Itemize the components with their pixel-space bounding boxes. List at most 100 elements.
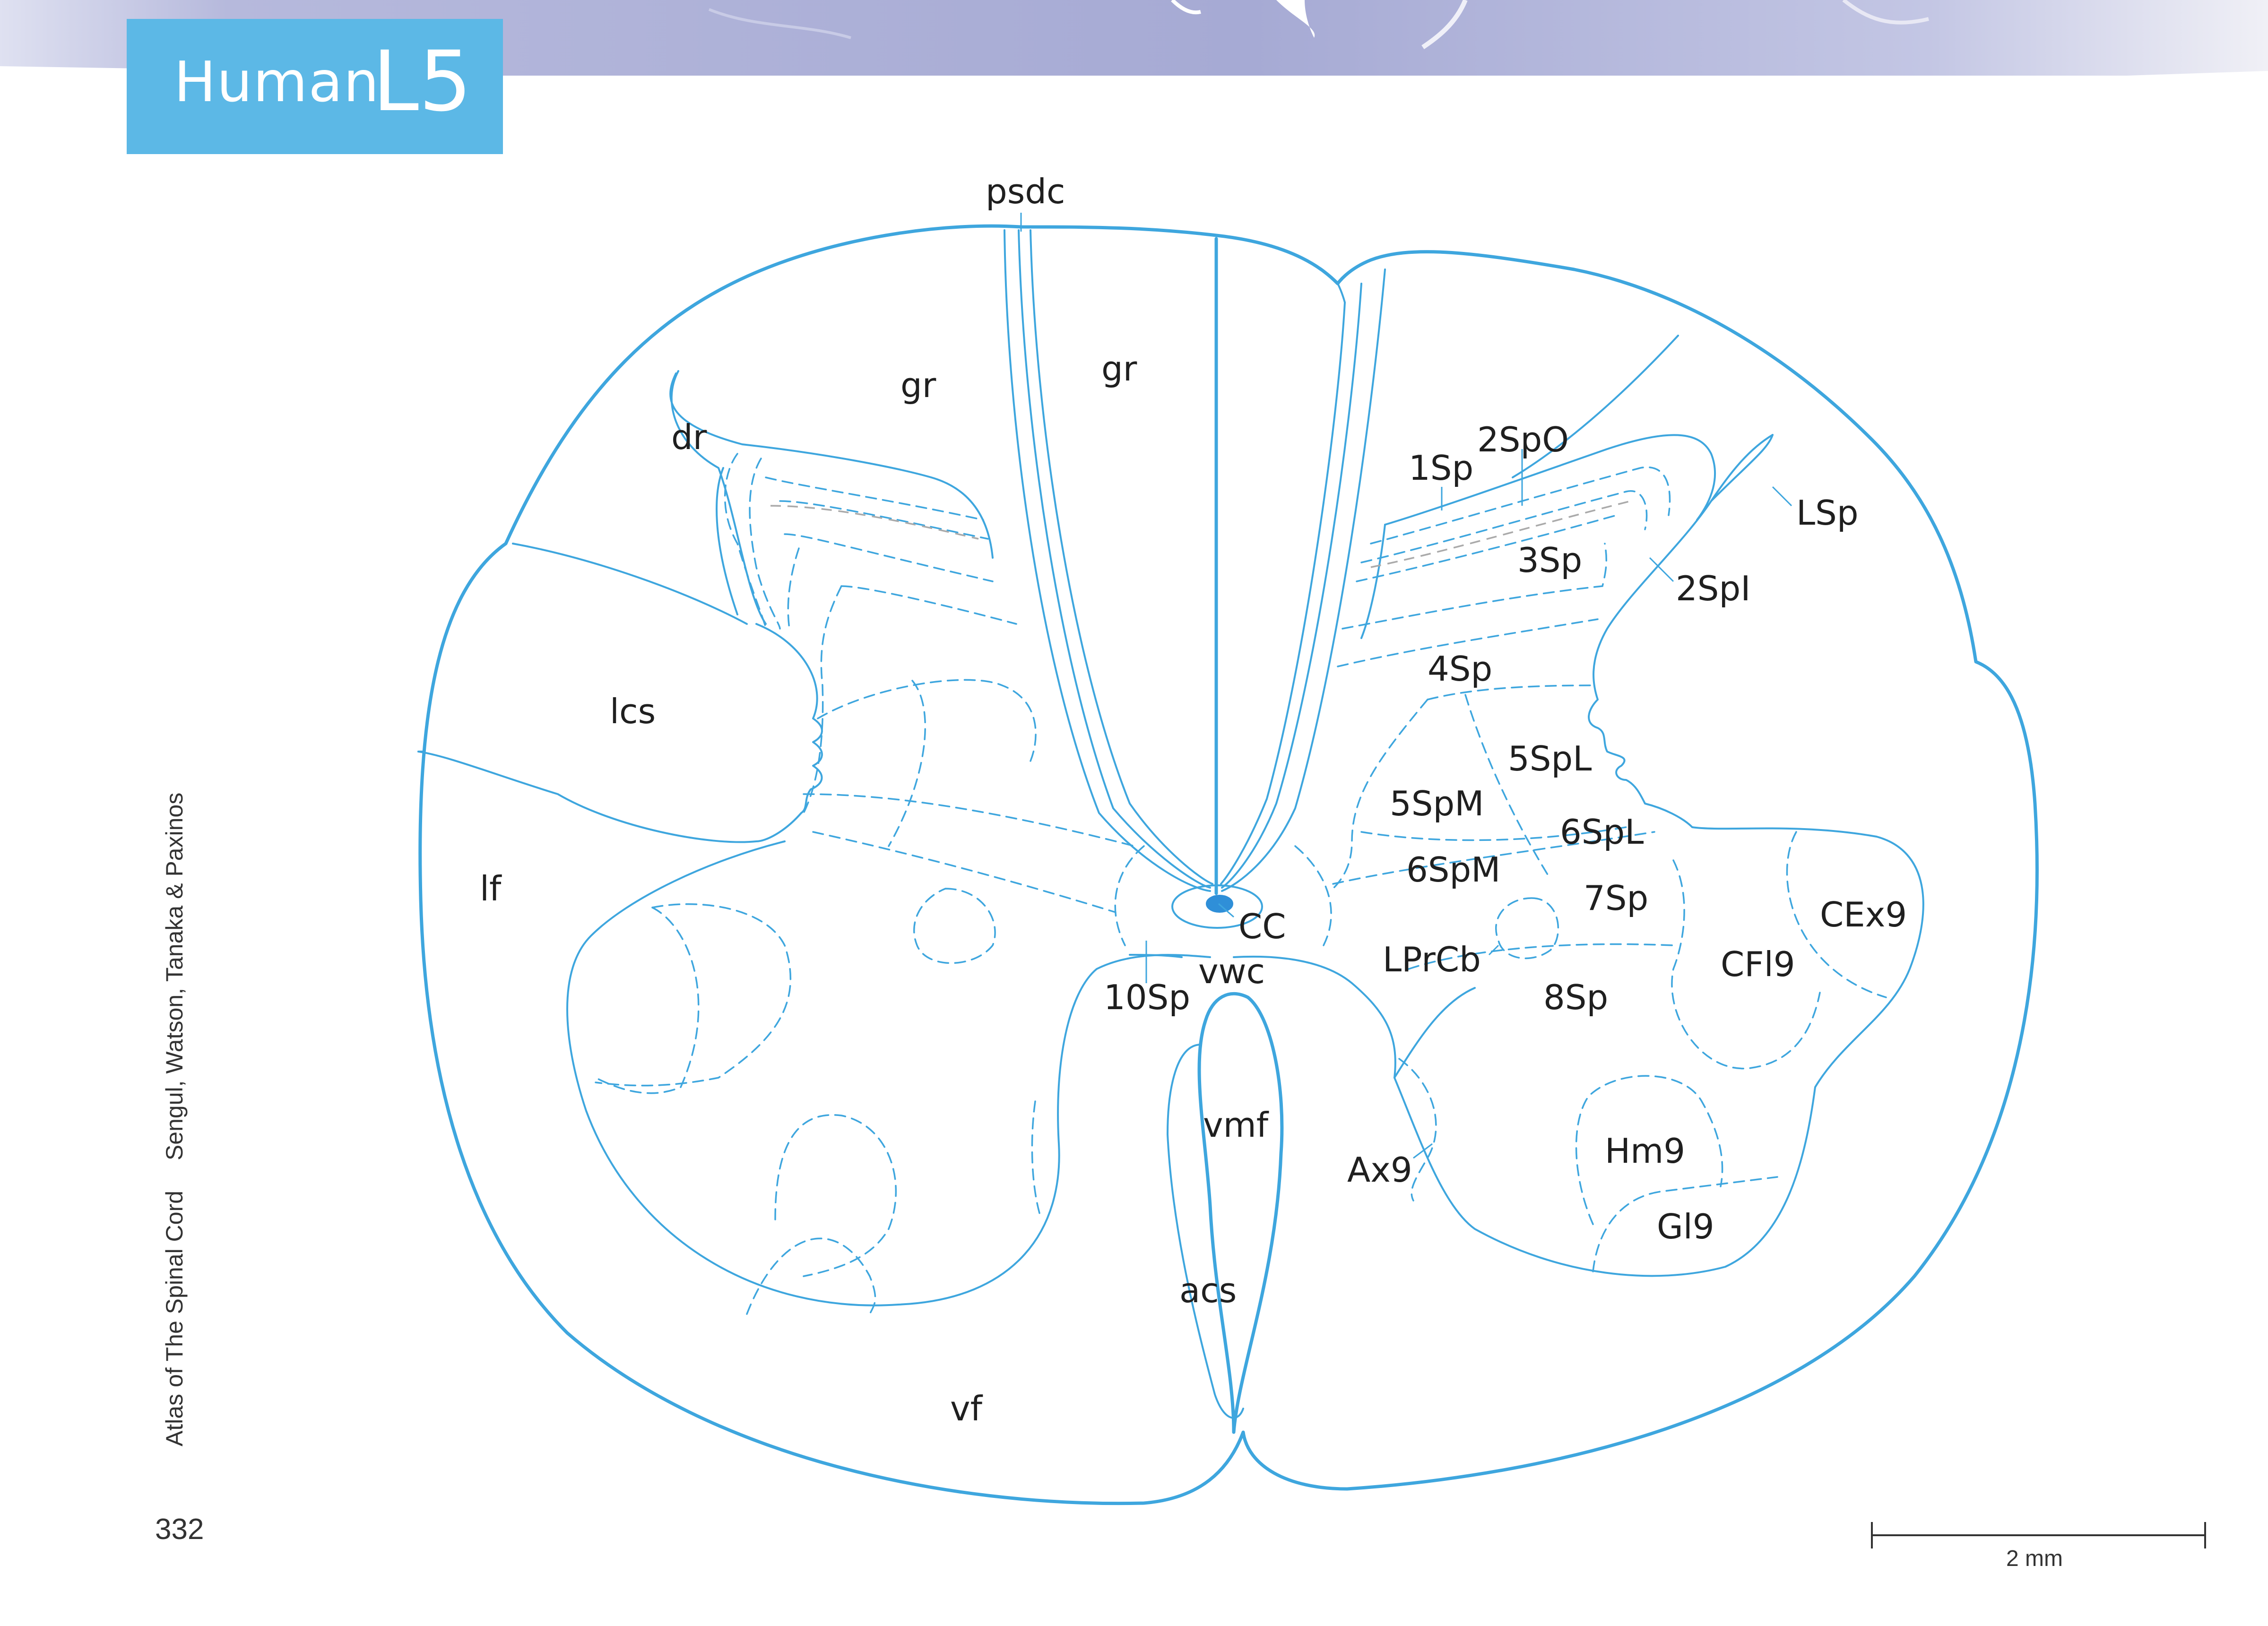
label-vwc: vwc — [1198, 951, 1265, 991]
lamina-dashed — [784, 533, 994, 582]
label-6spl: 6SpL — [1560, 812, 1644, 852]
gr-line — [1004, 229, 1211, 892]
leader-cc — [1218, 903, 1234, 918]
label-cc: CC — [1238, 907, 1286, 946]
lamina-dashed — [1360, 826, 1627, 841]
label-acs: acs — [1179, 1271, 1237, 1310]
leader-ax9 — [1413, 1143, 1433, 1159]
tissue-section-strip — [0, 0, 2268, 76]
label-gl9: Gl9 — [1657, 1207, 1714, 1246]
dc-line — [1220, 302, 1346, 885]
lamina-dashed — [840, 585, 1017, 625]
leader-lprcb — [1488, 944, 1499, 956]
lamina-dashed — [1114, 845, 1145, 946]
lamina-dashed — [1370, 466, 1671, 545]
ventral-median-fissure — [1197, 992, 1284, 1434]
lamina-dashed — [595, 907, 700, 1094]
lamina-gray-dashed — [1370, 500, 1631, 568]
lamina-dashed — [749, 458, 781, 630]
central-canal-ring — [1171, 884, 1263, 929]
dorsal-horn-left — [669, 372, 994, 559]
label-8sp: 8Sp — [1543, 977, 1608, 1017]
lcs-boundary — [417, 623, 823, 843]
dc-line — [1221, 268, 1386, 892]
leader-lsp — [1772, 486, 1792, 507]
right-lissauer — [1512, 335, 1679, 478]
label-vf: vf — [950, 1389, 983, 1428]
lamina-dashed — [787, 547, 800, 630]
label-cex9: CEx9 — [1820, 895, 1907, 934]
lamina-dashed — [1575, 1075, 1723, 1225]
right-1sp-line — [1360, 524, 1386, 639]
dr-inner — [716, 467, 738, 615]
gr-line — [1018, 229, 1211, 889]
scale-bar-label: 2 mm — [2006, 1546, 2063, 1571]
lamina-dashed — [1408, 943, 1674, 970]
label-2spo: 2SpO — [1477, 420, 1569, 459]
right-outer-boundary-b — [1710, 434, 1774, 502]
lamina-dashed — [779, 500, 989, 540]
acs-boundary — [1167, 1044, 1244, 1419]
leader-2spi — [1649, 557, 1674, 582]
ventral-horn-right-line — [1233, 826, 1924, 1277]
lamina-dashed — [888, 680, 926, 847]
lamina-dashed — [803, 585, 842, 814]
lamina-dashed — [1495, 897, 1559, 960]
label-psdc: psdc — [986, 172, 1065, 211]
dc-notch — [1337, 283, 1346, 303]
running-head-authors: Sengul, Watson, Tanaka & Paxinos — [161, 792, 188, 1161]
title-level: L5 — [372, 33, 472, 130]
vwc-boundary — [1129, 954, 1183, 958]
lamina-dashed — [1360, 490, 1648, 563]
lamina-dashed — [1592, 1176, 1778, 1272]
label-7sp: 7Sp — [1584, 878, 1648, 918]
label-dr: dr — [671, 417, 707, 457]
page-number: 332 — [155, 1513, 204, 1546]
lamina-dashed — [1398, 1058, 1437, 1202]
running-head-book: Atlas of The Spinal Cord — [161, 1190, 188, 1446]
lamina-dashed — [774, 1114, 897, 1277]
lamina-dashed — [1464, 694, 1551, 880]
lamina-dashed — [746, 1237, 876, 1315]
lamina-dashed — [765, 476, 984, 521]
lamina-dashed — [1031, 1100, 1041, 1216]
label-1sp: 1Sp — [1409, 448, 1473, 488]
title-box: Human L5 — [127, 19, 503, 154]
label-lf: lf — [480, 869, 502, 908]
lamina-dashed — [595, 903, 792, 1087]
scale-bar — [1871, 1522, 2206, 1548]
lamina-gray-dashed — [770, 505, 979, 540]
lamina-dashed — [1356, 514, 1618, 582]
lamina-dashed — [913, 888, 996, 964]
label-6spm: 6SpM — [1406, 850, 1500, 890]
label-5spm: 5SpM — [1390, 784, 1484, 823]
label-10sp: 10Sp — [1104, 977, 1190, 1017]
lamina-dashed — [724, 453, 767, 630]
right-outer-boundary — [1588, 434, 1774, 828]
lamina-dashed — [1427, 684, 1594, 701]
label-4sp: 4Sp — [1428, 649, 1492, 689]
label-cfl9: CFl9 — [1721, 944, 1795, 984]
label-lprcb: LPrCb — [1383, 940, 1481, 979]
lamina-dashed — [1337, 618, 1599, 667]
lamina-dashed — [1332, 699, 1428, 890]
label-lsp: LSp — [1796, 493, 1859, 533]
label-gr-left: gr — [900, 365, 936, 405]
lamina-dashed — [1786, 831, 1887, 998]
lamina-dashed — [812, 831, 1117, 913]
lcs-upper-boundary — [512, 543, 748, 625]
lamina-dashed — [1332, 831, 1655, 885]
running-head: Atlas of The Spinal Cord Sengul, Watson,… — [161, 793, 199, 1446]
label-gr-right: gr — [1101, 349, 1137, 389]
lamina-dashed — [1294, 845, 1332, 946]
dr-boundary — [670, 370, 767, 625]
label-3sp: 3Sp — [1517, 540, 1582, 580]
label-lcs: lcs — [610, 692, 656, 731]
ventral-horn-right-upper — [1394, 987, 1476, 1079]
label-hm9: Hm9 — [1605, 1131, 1685, 1171]
label-5spl: 5SpL — [1508, 739, 1592, 778]
label-2spi: 2SpI — [1676, 569, 1750, 608]
ventral-horn-left — [566, 840, 1211, 1306]
lamina-dashed — [817, 679, 1037, 762]
